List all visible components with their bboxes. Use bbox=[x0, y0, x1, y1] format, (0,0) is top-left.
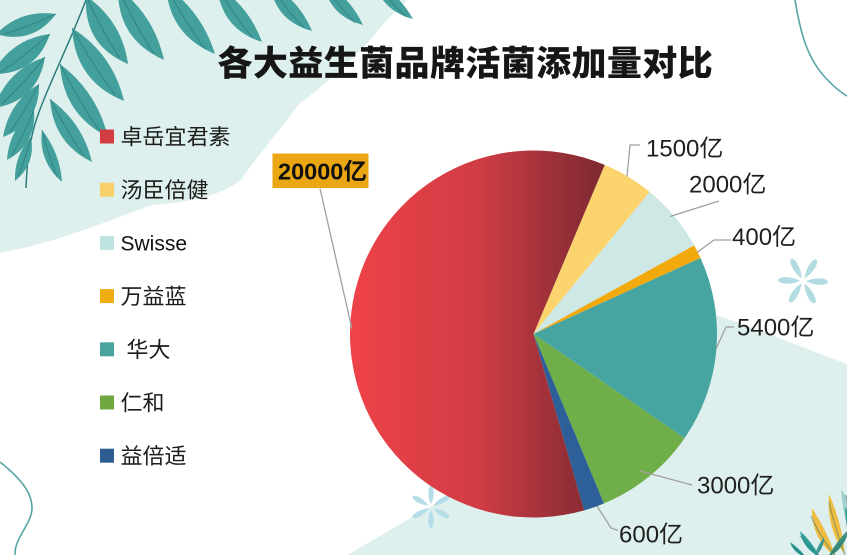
svg-text:3000: 3000 bbox=[697, 473, 750, 500]
svg-text:400: 400 bbox=[732, 224, 772, 251]
svg-text:600: 600 bbox=[619, 522, 659, 549]
svg-text:5400: 5400 bbox=[737, 315, 790, 342]
svg-text:1500: 1500 bbox=[646, 136, 699, 163]
svg-text:Swisse: Swisse bbox=[121, 232, 188, 255]
svg-text:2000: 2000 bbox=[689, 172, 742, 199]
svg-text:20000: 20000 bbox=[278, 159, 343, 185]
